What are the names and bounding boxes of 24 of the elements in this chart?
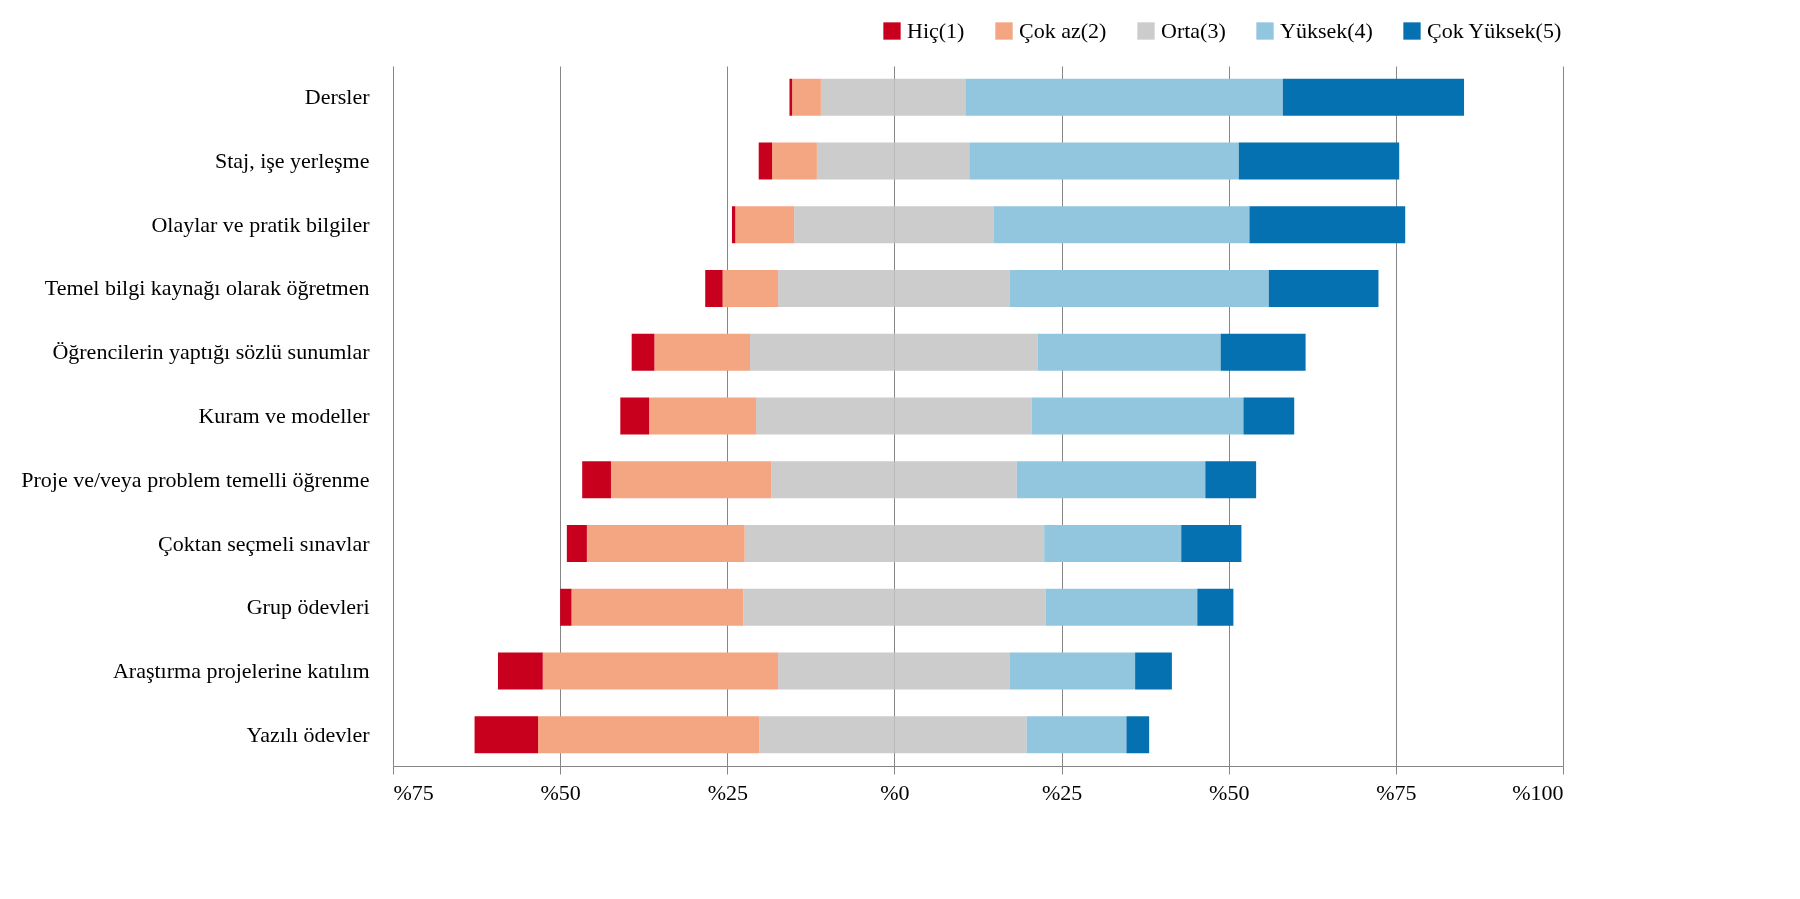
legend-label: Çok Yüksek(5) bbox=[1427, 18, 1562, 43]
x-tick-label: %50 bbox=[540, 779, 581, 805]
legend-label: Orta(3) bbox=[1161, 18, 1226, 43]
x-tick-label: %75 bbox=[1376, 779, 1417, 805]
x-tick-label: %0 bbox=[880, 779, 910, 805]
y-tick-label: Temel bilgi kaynağı olarak öğretmen bbox=[44, 275, 370, 301]
y-tick-label: Öğrencilerin yaptığı sözlü sunumlar bbox=[52, 339, 371, 365]
y-tick-label: Staj, işe yerleşme bbox=[214, 147, 370, 173]
y-tick-label: Yazılı ödevler bbox=[246, 721, 371, 747]
y-tick-label: Proje ve/veya problem temelli öğrenme bbox=[21, 466, 370, 492]
legend-label: Hiç(1) bbox=[907, 18, 965, 43]
x-tick-label: %100 bbox=[1512, 779, 1564, 805]
y-tick-label: Araştırma projelerine katılım bbox=[112, 658, 370, 684]
x-tick-label: %25 bbox=[707, 779, 748, 805]
x-tick-label: %75 bbox=[393, 779, 434, 805]
legend-label: Yüksek(4) bbox=[1280, 18, 1373, 43]
y-tick-label: Çoktan seçmeli sınavlar bbox=[158, 530, 371, 556]
legend-label: Çok az(2) bbox=[1019, 18, 1107, 43]
y-tick-label: Dersler bbox=[304, 84, 371, 110]
x-tick-label: %50 bbox=[1209, 779, 1250, 805]
y-tick-label: Grup ödevleri bbox=[246, 594, 370, 620]
y-tick-label: Olaylar ve pratik bilgiler bbox=[151, 211, 371, 237]
y-tick-label: Kuram ve modeller bbox=[198, 403, 371, 428]
x-tick-label: %25 bbox=[1041, 779, 1083, 805]
